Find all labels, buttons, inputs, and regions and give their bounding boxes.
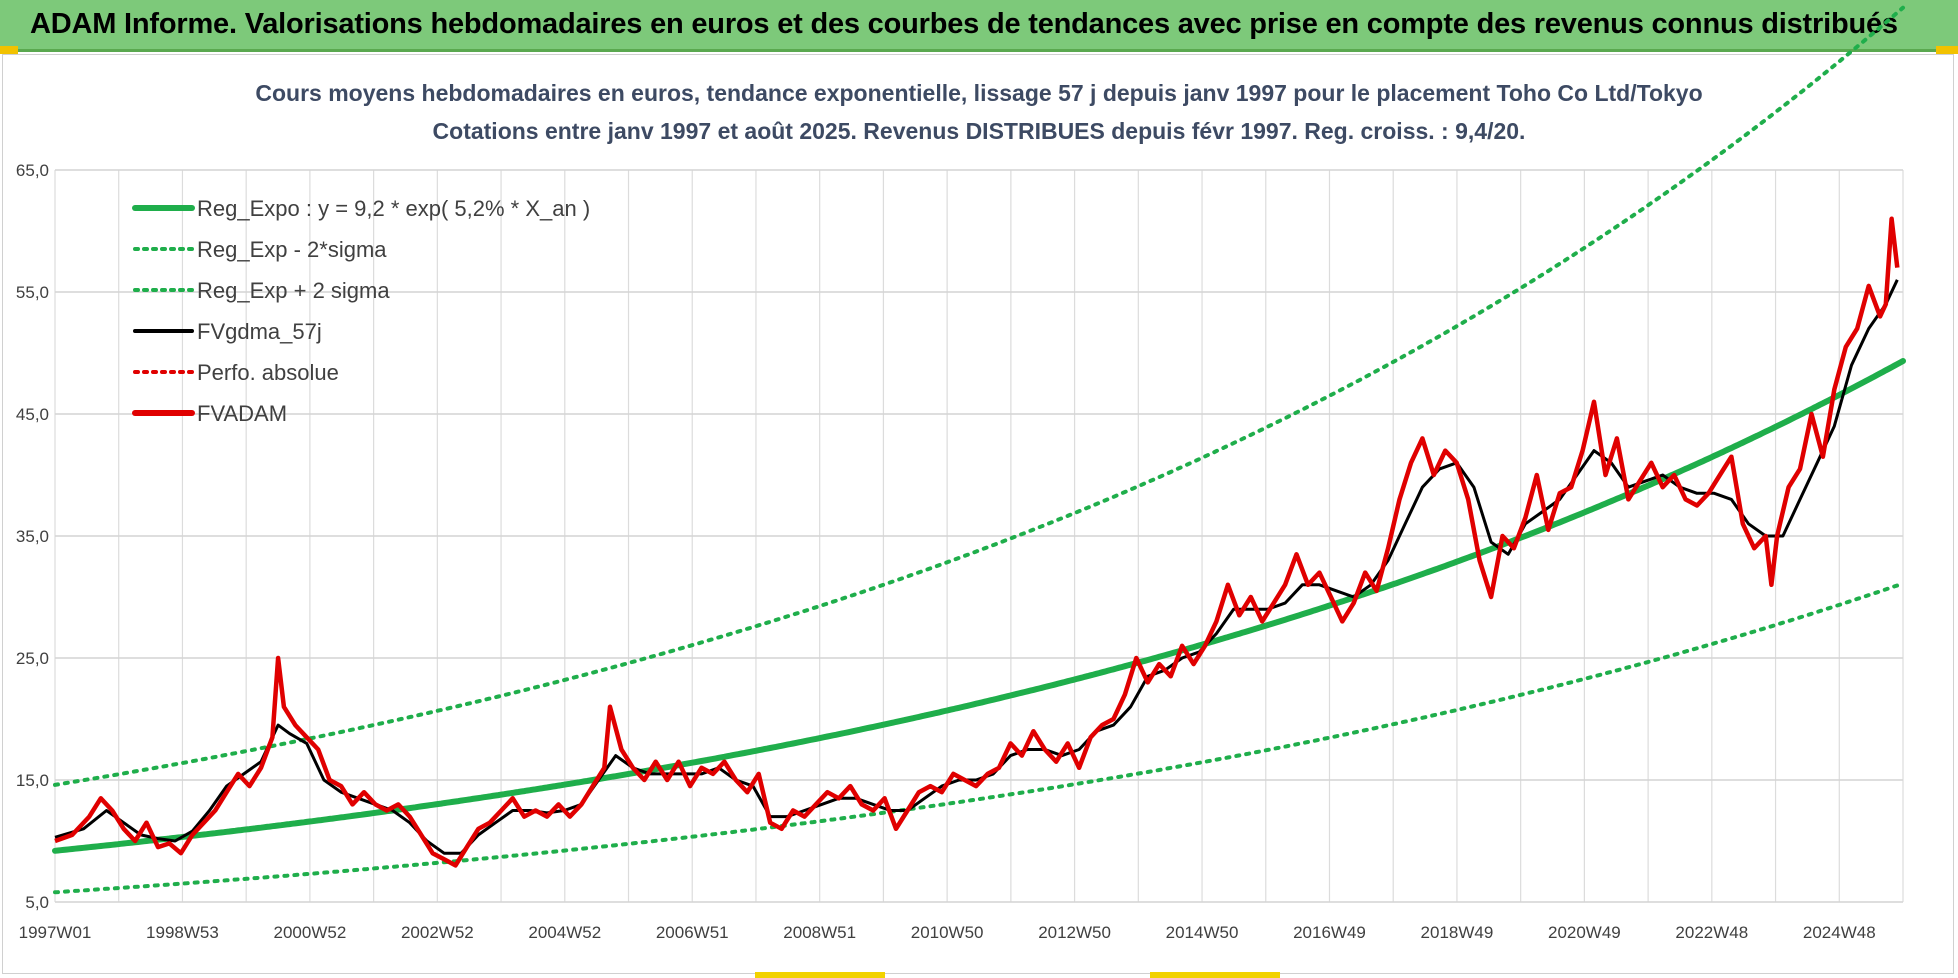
y-tick-label: 25,0: [16, 649, 49, 668]
y-tick-label: 55,0: [16, 283, 49, 302]
x-tick-label: 2008W51: [783, 923, 856, 942]
x-tick-label: 2022W48: [1675, 923, 1748, 942]
x-tick-label: 2018W49: [1421, 923, 1494, 942]
x-tick-label: 2024W48: [1803, 923, 1876, 942]
x-tick-label: 1998W53: [146, 923, 219, 942]
legend-label: FVADAM: [197, 401, 287, 426]
chart-subtitle: Cotations entre janv 1997 et août 2025. …: [432, 118, 1526, 144]
legend-label: FVgdma_57j: [197, 319, 322, 344]
series-line-5: [54, 216, 1900, 868]
x-tick-label: 2010W50: [911, 923, 984, 942]
x-tick-label: 2016W49: [1293, 923, 1366, 942]
corner-accent-left: [0, 46, 18, 54]
y-tick-label: 45,0: [16, 405, 49, 424]
corner-accent-right: [1936, 46, 1958, 54]
series-line-0: [52, 358, 1906, 854]
y-tick-label: 35,0: [16, 527, 49, 546]
report-banner: ADAM Informe. Valorisations hebdomadaire…: [0, 0, 1958, 52]
report-title: ADAM Informe. Valorisations hebdomadaire…: [30, 8, 1898, 40]
x-tick-label: 2002W52: [401, 923, 474, 942]
legend-label: Reg_Exp - 2*sigma: [197, 237, 387, 262]
legend-label: Perfo. absolue: [197, 360, 339, 385]
x-tick-label: 2000W52: [274, 923, 347, 942]
y-tick-label: 5,0: [25, 893, 49, 912]
legend-label: Reg_Expo : y = 9,2 * exp( 5,2% * X_an ): [197, 196, 590, 221]
x-tick-label: 2012W50: [1038, 923, 1111, 942]
bottom-accent-left: [755, 972, 885, 978]
x-tick-label: 2004W52: [528, 923, 601, 942]
y-tick-label: 65,0: [16, 161, 49, 180]
x-tick-label: 2006W51: [656, 923, 729, 942]
bottom-accent-right: [1150, 972, 1280, 978]
x-tick-label: 1997W01: [19, 923, 92, 942]
series-line-2: [53, 5, 1905, 787]
series-line-1: [53, 581, 1905, 895]
chart-title: Cours moyens hebdomadaires en euros, ten…: [255, 80, 1703, 106]
legend-label: Reg_Exp + 2 sigma: [197, 278, 390, 303]
x-tick-label: 2020W49: [1548, 923, 1621, 942]
chart-frame: [2, 54, 1954, 974]
y-tick-label: 15,0: [16, 771, 49, 790]
x-tick-label: 2014W50: [1166, 923, 1239, 942]
